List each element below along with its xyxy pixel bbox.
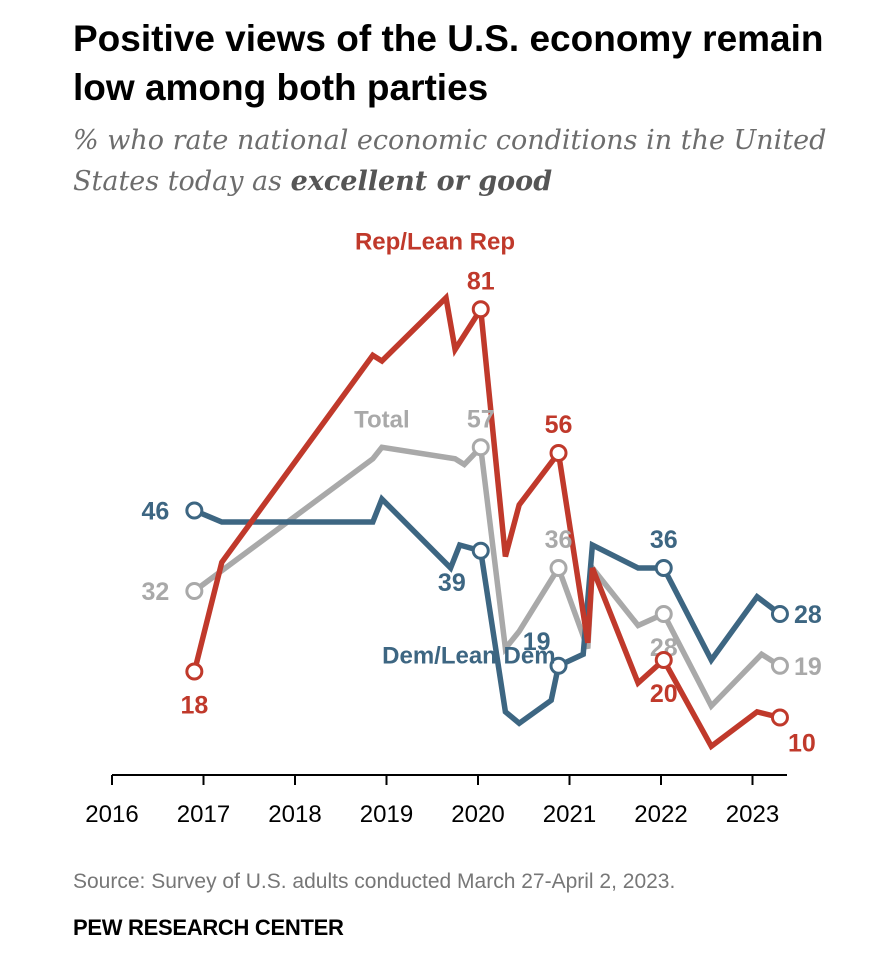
x-tick-label: 2020 [451, 801, 504, 828]
subtitle-text: % who rate national economic conditions … [73, 125, 827, 197]
x-tick-label: 2021 [543, 801, 596, 828]
dem-lean-dem-data-point [654, 559, 673, 577]
x-tick-label: 2022 [634, 801, 687, 828]
x-tick-label: 2018 [268, 801, 321, 828]
dem-lean-dem-data-label: 28 [794, 601, 822, 629]
dem-lean-dem-data-label: 46 [142, 498, 170, 526]
dem-lean-dem-data-label: 19 [523, 628, 551, 656]
total-data-point [471, 438, 490, 457]
rep-lean-rep-series-label: Rep/Lean Rep [355, 228, 515, 255]
total-series-line [192, 441, 782, 711]
rep-lean-rep-data-label: 56 [545, 411, 573, 439]
total-data-point [654, 605, 673, 623]
rep-lean-rep-data-label: 81 [467, 267, 495, 295]
total-data-point [185, 582, 204, 600]
rep-lean-rep-series-line [191, 292, 781, 751]
x-tick-label: 2019 [360, 801, 413, 828]
rep-lean-rep-data-label: 20 [650, 680, 678, 708]
rep-lean-rep-data-label: 10 [788, 730, 816, 758]
chart-subtitle: % who rate national economic conditions … [73, 120, 863, 202]
total-data-label: 36 [545, 526, 573, 554]
source-note: Source: Survey of U.S. adults conducted … [73, 870, 676, 893]
x-tick-label: 2016 [85, 801, 138, 828]
dem-lean-dem-data-label: 39 [438, 569, 466, 597]
subtitle-emphasis: excellent or good [290, 166, 553, 197]
dem-lean-dem-data-point [549, 656, 568, 675]
x-tick-label: 2023 [726, 801, 779, 828]
total-data-label: 19 [794, 653, 822, 681]
dem-lean-dem-series-label: Dem/Lean Dem [382, 642, 555, 669]
dem-lean-dem-data-point [471, 541, 490, 560]
total-data-point [770, 656, 789, 675]
rep-lean-rep-data-point [471, 300, 490, 319]
brand-logo-text: PEW RESEARCH CENTER [73, 915, 344, 940]
rep-lean-rep-data-point [549, 444, 568, 462]
total-data-label: 57 [467, 405, 495, 433]
dem-lean-dem-data-point [770, 605, 789, 623]
rep-lean-rep-data-point [770, 708, 789, 727]
x-tick-label: 2017 [177, 801, 230, 828]
chart-title: Positive views of the U.S. economy remai… [73, 18, 824, 108]
rep-lean-rep-data-point [185, 662, 204, 681]
dem-lean-dem-series-line [193, 494, 782, 727]
dem-lean-dem-data-point [185, 501, 204, 520]
rep-lean-rep-data-label: 18 [180, 692, 208, 720]
rep-lean-rep-data-point [654, 651, 673, 669]
dem-lean-dem-data-label: 36 [650, 526, 678, 554]
total-data-label: 32 [142, 578, 170, 606]
total-series-label: Total [354, 406, 410, 433]
total-data-point [549, 559, 568, 577]
